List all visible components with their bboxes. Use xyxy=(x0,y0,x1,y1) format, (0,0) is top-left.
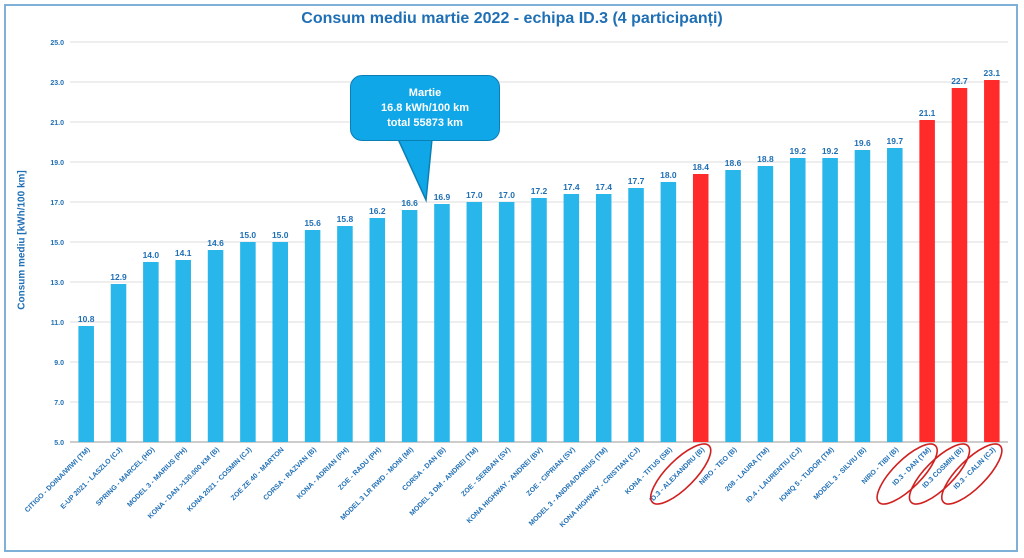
bar xyxy=(207,250,224,442)
data-label: 19.2 xyxy=(789,146,806,156)
data-label: 17.0 xyxy=(498,190,515,200)
bar xyxy=(304,230,321,442)
bar xyxy=(143,262,159,442)
data-label: 19.2 xyxy=(822,146,839,156)
bar xyxy=(725,170,741,442)
data-label: 16.6 xyxy=(401,198,418,208)
y-tick-label: 21.0 xyxy=(50,120,64,127)
data-label: 21.1 xyxy=(919,108,936,118)
bar xyxy=(498,202,515,442)
data-label: 15.6 xyxy=(304,218,321,228)
bar xyxy=(854,150,871,442)
data-label: 16.2 xyxy=(369,206,386,216)
data-label: 18.6 xyxy=(725,158,742,168)
y-tick-label: 11.0 xyxy=(51,320,64,327)
y-tick-label: 5.0 xyxy=(54,440,64,447)
data-label: 14.1 xyxy=(175,248,192,258)
bar xyxy=(531,198,547,442)
data-label: 17.7 xyxy=(628,176,645,186)
data-label: 23.1 xyxy=(984,68,1001,78)
data-label: 10.8 xyxy=(78,314,95,324)
bar xyxy=(466,202,483,442)
bar xyxy=(887,148,903,442)
bar xyxy=(78,326,94,442)
data-label: 18.0 xyxy=(660,170,677,180)
bar xyxy=(692,174,709,442)
bar xyxy=(240,242,256,442)
y-tick-label: 17.0 xyxy=(50,200,64,207)
bar xyxy=(660,182,677,442)
data-label: 15.8 xyxy=(337,214,354,224)
bar xyxy=(822,158,838,442)
bar xyxy=(595,194,612,442)
bar xyxy=(175,260,191,442)
y-tick-label: 7.0 xyxy=(54,400,64,407)
data-label: 14.6 xyxy=(207,238,224,248)
y-tick-label: 25.0 xyxy=(50,40,64,47)
highlight-ellipse xyxy=(908,443,971,505)
bar xyxy=(369,218,386,442)
bar xyxy=(628,188,644,442)
y-tick-label: 23.0 xyxy=(50,80,64,87)
bar xyxy=(984,80,1000,442)
data-label: 17.4 xyxy=(563,182,580,192)
data-label: 17.2 xyxy=(531,186,548,196)
callout-line-distance: total 55873 km xyxy=(387,117,463,129)
data-label: 19.7 xyxy=(887,136,904,146)
data-label: 12.9 xyxy=(110,272,127,282)
data-label: 17.0 xyxy=(466,190,483,200)
y-tick-label: 15.0 xyxy=(50,240,64,247)
data-label: 18.4 xyxy=(692,162,709,172)
bar xyxy=(951,88,968,442)
y-tick-label: 19.0 xyxy=(50,160,64,167)
bar xyxy=(757,166,774,442)
bar xyxy=(110,284,127,442)
callout-bubble: Martie 16.8 kWh/100 km total 55873 km xyxy=(350,75,500,141)
data-label: 16.9 xyxy=(434,192,451,202)
bar xyxy=(789,158,806,442)
bar xyxy=(337,226,353,442)
data-label: 15.0 xyxy=(272,230,289,240)
bar xyxy=(919,120,935,442)
data-label: 22.7 xyxy=(951,76,968,86)
data-label: 18.8 xyxy=(757,154,774,164)
callout-line-month: Martie xyxy=(408,87,442,99)
highlight-ellipse xyxy=(876,443,938,505)
bar xyxy=(563,194,580,442)
highlight-ellipse xyxy=(649,443,712,505)
y-tick-label: 9.0 xyxy=(54,360,64,367)
bar xyxy=(401,210,418,442)
data-label: 19.6 xyxy=(854,138,871,148)
bar xyxy=(272,242,289,442)
bar xyxy=(434,204,450,442)
highlight-ellipse xyxy=(941,443,1003,505)
y-tick-label: 13.0 xyxy=(50,280,64,287)
chart-title: Consum mediu martie 2022 - echipa ID.3 (… xyxy=(301,10,723,27)
data-label: 14.0 xyxy=(143,250,160,260)
data-label: 17.4 xyxy=(595,182,612,192)
data-label: 15.0 xyxy=(240,230,257,240)
callout-line-consumption: 16.8 kWh/100 km xyxy=(380,102,470,114)
